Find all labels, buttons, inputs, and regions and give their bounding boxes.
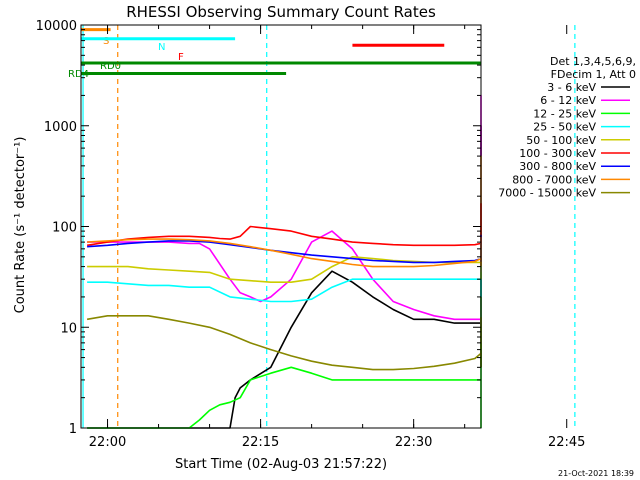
flag-label-s: S	[103, 36, 109, 47]
y-tick-label: 10	[60, 321, 77, 336]
flag-label-f: F	[178, 52, 184, 63]
x-tick-label: 22:15	[242, 435, 279, 450]
chart-title: RHESSI Observing Summary Count Rates	[126, 3, 436, 21]
x-tick-label: 22:00	[89, 435, 126, 450]
legend-label-1: 3 - 6 keV	[547, 81, 596, 94]
flag-bars: S N F RD0 RD4	[68, 28, 481, 80]
x-axis-label: Start Time (02-Aug-03 21:57:22)	[175, 457, 387, 472]
flag-label-rd0: RD0	[100, 61, 121, 72]
legend-label-9: 7000 - 15000 keV	[498, 187, 596, 200]
legend-label-6: 100 - 300 keV	[519, 147, 596, 160]
legend-label-5: 50 - 100 keV	[526, 134, 596, 147]
flag-label-rd4: RD4	[68, 69, 89, 80]
x-tick-label: 22:45	[548, 435, 585, 450]
legend-label-4: 25 - 50 keV	[533, 121, 596, 134]
x-tick-label: 22:30	[395, 435, 432, 450]
y-axis-label: Count Rate (s⁻¹ detector⁻¹)	[13, 137, 28, 314]
y-tick-label: 1	[69, 422, 77, 437]
axes: 11010010001000022:0022:1522:3022:4523:00…	[36, 19, 586, 450]
legend-label-3: 12 - 25 keV	[533, 107, 596, 120]
legend-label-2: 6 - 12 keV	[540, 94, 596, 107]
legend-header-2: FDecim 1, Att 0	[551, 68, 636, 81]
flag-label-n: N	[158, 42, 165, 53]
y-tick-label: 1000	[44, 120, 77, 135]
timestamp: 21-Oct-2021 18:39	[558, 469, 634, 478]
legend: Det 1,3,4,5,6,9,FDecim 1, Att 03 - 6 keV…	[498, 55, 636, 200]
legend-label-8: 800 - 7000 keV	[512, 173, 596, 186]
legend-label-7: 300 - 800 keV	[519, 160, 596, 173]
legend-header-1: Det 1,3,4,5,6,9,	[550, 55, 636, 68]
plot-area	[81, 25, 576, 428]
y-tick-label: 100	[52, 221, 77, 236]
plot-background	[81, 25, 481, 428]
y-tick-label: 10000	[36, 19, 77, 34]
